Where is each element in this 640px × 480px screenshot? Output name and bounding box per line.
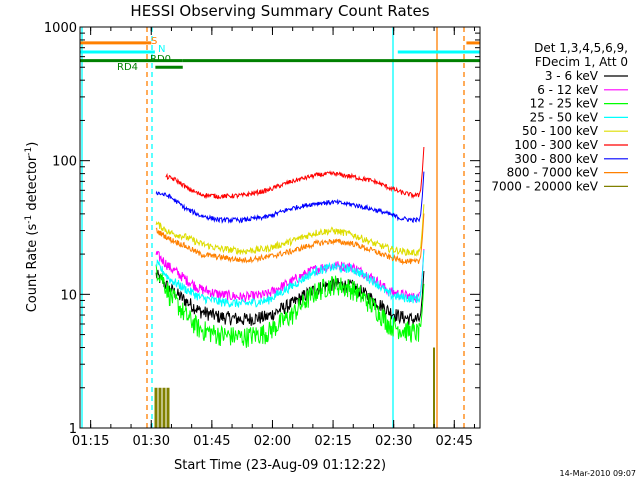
series-line-300-800-kev <box>155 171 425 224</box>
series-line-12-25-kev <box>155 264 425 348</box>
flag-label-rd0: RD0 <box>150 54 171 65</box>
legend-label-7000-20000-kev: 7000 - 20000 keV <box>491 179 598 193</box>
series-line-25-50-kev <box>155 250 425 308</box>
series-line-800-7000-kev <box>155 213 425 266</box>
x-tick-label: 01:30 <box>133 434 170 449</box>
plot-frame <box>79 26 481 429</box>
series-line-100-300-kev <box>165 146 425 200</box>
axes: 01:15 01:30 01:45 02:00 02:15 02:30 02:45 1 10 10… <box>44 21 481 449</box>
y-axis-label-main: Count Rate (s <box>25 224 40 313</box>
y-axis-label-mid: detector <box>25 155 40 215</box>
flag-label-n: N <box>158 44 165 55</box>
legend-label-50-100-kev: 50 - 100 keV <box>522 124 599 138</box>
y-tick-label: 100 <box>52 155 77 170</box>
legend-label-300-800-kev: 300 - 800 keV <box>514 152 598 166</box>
legend-header-line-1: Det 1,3,4,5,6,9, <box>534 41 628 55</box>
legend-label-800-7000-kev: 800 - 7000 keV <box>507 166 599 180</box>
y-tick-label: 10 <box>60 288 77 303</box>
legend-header-line-2: FDecim 1, Att 0 <box>535 55 628 69</box>
generation-timestamp: 14-Mar-2010 09:07 <box>560 469 637 478</box>
chart-title: HESSI Observing Summary Count Rates <box>130 2 429 20</box>
x-tick-label: 02:30 <box>375 434 412 449</box>
x-tick-label: 01:45 <box>193 434 230 449</box>
legend-label-25-50-kev: 25 - 50 keV <box>530 110 599 124</box>
legend-label-100-300-kev: 100 - 300 keV <box>514 138 598 152</box>
legend-label-6-12-kev: 6 - 12 keV <box>537 83 599 97</box>
y-axis-label: Count Rate (s-1 detector-1) <box>24 142 40 313</box>
x-tick-label: 02:00 <box>254 434 291 449</box>
x-tick-label: 02:45 <box>436 434 473 449</box>
y-axis-label-exp1: -1 <box>24 215 34 224</box>
y-axis-label-end: ) <box>25 142 40 147</box>
flag-label-rd4: RD4 <box>117 62 138 73</box>
y-tick-label: 1000 <box>44 21 77 36</box>
y-tick-label: 1 <box>69 422 77 437</box>
legend-label-12-25-kev: 12 - 25 keV <box>530 97 599 111</box>
x-tick-label: 02:15 <box>314 434 351 449</box>
flag-label-s: S <box>151 36 157 47</box>
series-line-3-6-kev <box>155 269 425 326</box>
x-axis-label: Start Time (23-Aug-09 01:12:22) <box>174 458 386 473</box>
legend-label-3-6-kev: 3 - 6 keV <box>545 69 599 83</box>
series-line-50-100-kev <box>155 204 425 257</box>
x-tick-label: 01:15 <box>72 434 109 449</box>
y-axis-label-exp2: -1 <box>24 147 34 156</box>
